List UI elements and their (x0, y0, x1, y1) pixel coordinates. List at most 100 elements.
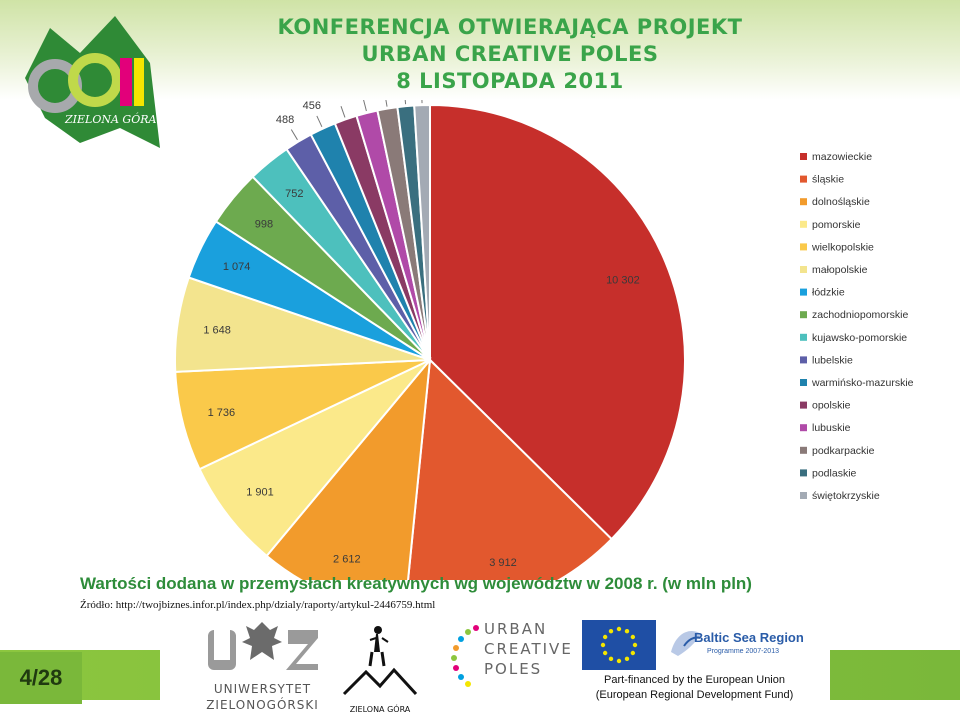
leader-line-14 (385, 100, 388, 107)
chart-legend: mazowieckie śląskie dolnośląskie pomorskie w… (800, 151, 914, 502)
data-label-8: 998 (255, 218, 273, 230)
legend-label-3: dolnośląskie (812, 196, 870, 208)
legend-swatch-2 (800, 175, 807, 183)
legend-label-12: opolskie (812, 400, 851, 412)
urban-creative-poles-logo: URBAN CREATIVE POLES (448, 620, 571, 690)
chart-caption: Wartości dodana w przemysłach kreatywnyc… (80, 574, 752, 593)
header-band (0, 0, 960, 100)
legend-swatch-12 (800, 401, 807, 409)
legend-swatch-9 (800, 333, 807, 341)
legend-swatch-11 (800, 379, 807, 386)
legend-swatch-15 (800, 469, 807, 477)
legend-label-14: podkarpackie (812, 445, 875, 457)
legend-swatch-13 (800, 424, 807, 432)
uz-line-1: UNIWERSYTET (213, 682, 312, 696)
ucp-line-3: POLES (484, 660, 543, 678)
legend-swatch-3 (800, 198, 807, 206)
legend-swatch-7 (800, 288, 807, 296)
eu-star (624, 628, 630, 634)
bsr-programme: Programme 2007-2013 (707, 648, 779, 655)
pie-slice-16 (413, 103, 431, 361)
title-line-2: URBAN CREATIVE POLES (361, 42, 659, 66)
data-label-4: 1 901 (246, 487, 274, 499)
legend-swatch-8 (800, 311, 807, 319)
eu-star (600, 642, 606, 648)
title-line-3: 8 LISTOPADA 2011 (396, 69, 624, 93)
legend-swatch-6 (800, 266, 807, 273)
eu-star (602, 650, 608, 656)
eu-star (630, 634, 636, 640)
legend-label-5: wielkopolskie (811, 241, 874, 253)
eu-star (608, 628, 614, 634)
leader-line-10 (290, 129, 298, 141)
page-number: 4/28 (0, 652, 82, 704)
data-label-9: 752 (285, 188, 303, 200)
legend-swatch-5 (800, 243, 807, 251)
leader-line-13 (363, 100, 367, 112)
eu-star (602, 634, 608, 640)
legend-label-11: warmińsko-mazurskie (811, 377, 914, 389)
ucp-line-2: CREATIVE (484, 640, 573, 658)
pie-data-labels: 10 302 3 912 2 612 1 901 1 736 1 648 1 074 998 7… (203, 100, 640, 569)
uz-logo: UNIWERSYTET ZIELONOGÓRSKI (200, 618, 325, 714)
legend-label-1: mazowieckie (812, 151, 872, 163)
eu-star (624, 656, 630, 662)
eu-star (616, 626, 622, 632)
title-line-1: KONFERENCJA OTWIERAJĄCA PROJEKT (277, 15, 743, 39)
page-title: KONFERENCJA OTWIERAJĄCA PROJEKT URBAN CR… (200, 14, 820, 95)
bsr-title: Baltic Sea Region (694, 630, 804, 645)
uz-line-2: ZIELONOGÓRSKI (206, 698, 319, 712)
eu-star (608, 656, 614, 662)
pie-slice-1 (429, 103, 686, 541)
legend-swatch-1 (800, 153, 807, 160)
data-label-7: 1 074 (223, 261, 251, 273)
legend-label-13: lubuskie (812, 422, 851, 434)
bacchus-icon (342, 626, 418, 696)
leader-line-12 (340, 105, 346, 118)
legend-swatch-10 (800, 356, 807, 364)
eu-line-1: Part-financed by the European Union (603, 674, 785, 686)
data-label-12: 394 (328, 100, 346, 102)
zielona-gora-caption: ZIELONA GÓRA (349, 705, 411, 714)
eu-star (616, 658, 622, 664)
legend-label-6: małopolskie (812, 264, 868, 276)
legend-label-15: podlaskie (812, 467, 857, 479)
pie-slices (174, 103, 686, 580)
leader-line-15 (404, 100, 407, 105)
legend-label-4: pomorskie (812, 219, 861, 231)
cci-logo: ZIELONA GÓRA (25, 16, 160, 148)
uz-emblem-icon (208, 622, 318, 670)
data-label-10: 488 (276, 114, 294, 126)
legend-label-9: kujawsko-pomorskie (812, 332, 907, 344)
legend-label-10: lubelskie (812, 354, 853, 366)
eu-line-2: (European Regional Development Fund) (595, 689, 794, 701)
data-label-6: 1 648 (203, 325, 231, 337)
data-label-1: 10 302 (606, 274, 640, 286)
pie-slice-4 (198, 359, 431, 558)
pie-chart: 10 302 3 912 2 612 1 901 1 736 1 648 1 074 998 7… (174, 100, 914, 580)
data-label-2: 3 912 (489, 557, 517, 569)
legend-label-8: zachodniopomorskie (812, 309, 908, 321)
legend-swatch-14 (800, 446, 807, 454)
pie-slice-3 (265, 356, 432, 580)
pie-slice-2 (407, 357, 614, 580)
legend-swatch-16 (800, 492, 807, 499)
leader-line-11 (316, 115, 323, 128)
data-label-11: 456 (303, 100, 321, 112)
chart-area: 10 302 3 912 2 612 1 901 1 736 1 648 1 074 998 7… (160, 100, 960, 580)
cci-logo-caption: ZIELONA GÓRA (64, 112, 156, 126)
data-label-3: 2 612 (333, 553, 361, 565)
data-label-5: 1 736 (208, 407, 236, 419)
zielona-gora-logo: ZIELONA GÓRA (340, 620, 420, 714)
ucp-line-1: URBAN (484, 620, 548, 638)
eu-star (630, 650, 636, 656)
legend-swatch-4 (800, 220, 807, 228)
eu-flag-icon (582, 620, 656, 670)
eu-star (632, 642, 638, 648)
legend-label-2: śląskie (812, 174, 844, 186)
chart-source: Źródło: http://twojbiznes.infor.pl/index… (80, 599, 436, 611)
eu-bsr-logo: Baltic Sea Region Programme 2007-2013 Pa… (582, 618, 807, 713)
bsr-map-icon (671, 631, 701, 656)
legend-label-16: świętokrzyskie (812, 490, 880, 502)
legend-label-7: łódzkie (812, 287, 845, 299)
